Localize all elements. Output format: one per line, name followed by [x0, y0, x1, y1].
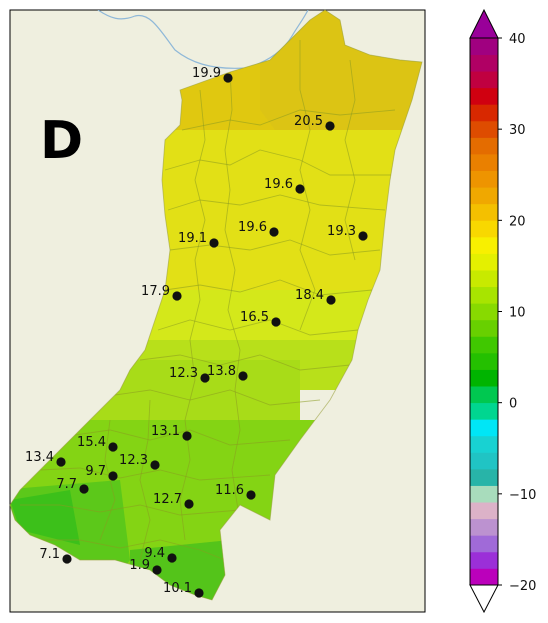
station-value-label: 10.1	[163, 581, 192, 596]
colorbar-swatch	[470, 71, 498, 89]
colorbar-tick-label: 10	[509, 306, 526, 321]
colorbar-swatch	[470, 336, 498, 354]
colorbar-swatch	[470, 386, 498, 404]
station-marker	[150, 460, 160, 470]
station-value-label: 18.4	[295, 288, 324, 303]
station-value-label: 7.1	[39, 547, 60, 562]
station-value-label: 20.5	[294, 114, 323, 129]
station-value-label: 19.9	[192, 66, 221, 81]
colorbar-swatch	[470, 319, 498, 337]
station-marker	[271, 317, 281, 327]
station-marker	[238, 371, 248, 381]
station-value-label: 19.1	[178, 231, 207, 246]
colorbar-swatch	[470, 352, 498, 370]
panel-label: D	[40, 111, 83, 171]
colorbar-swatch	[470, 187, 498, 205]
colorbar-swatch	[470, 402, 498, 420]
station-marker	[223, 73, 233, 83]
colorbar-swatch	[470, 104, 498, 122]
colorbar-swatch	[470, 485, 498, 503]
colorbar-swatch	[470, 170, 498, 188]
station-marker	[358, 231, 368, 241]
colorbar-swatch	[470, 253, 498, 271]
station-marker	[194, 588, 204, 598]
station-value-label: 12.7	[153, 492, 182, 507]
colorbar-swatch	[470, 502, 498, 520]
station-value-label: 12.3	[169, 366, 198, 381]
colorbar-swatch	[470, 270, 498, 288]
station-value-label: 17.9	[141, 284, 170, 299]
colorbar-swatch	[470, 54, 498, 72]
colorbar-tick-label: 20	[509, 214, 526, 229]
station-marker	[200, 373, 210, 383]
colorbar-swatch	[470, 468, 498, 486]
station-value-label: 11.6	[215, 483, 244, 498]
colorbar: 40 30 20 10 0 −10 −20	[469, 8, 536, 614]
colorbar-tick-label: 30	[509, 123, 526, 138]
colorbar-swatch	[470, 38, 498, 55]
station-marker	[269, 227, 279, 237]
station-marker	[79, 484, 89, 494]
station-value-label: 9.7	[85, 464, 106, 479]
station-marker	[326, 295, 336, 305]
station-marker	[172, 291, 182, 301]
colorbar-over-arrow	[469, 8, 499, 39]
station-value-label: 13.1	[151, 424, 180, 439]
station-layer: 19.9 20.5 19.6 19.1 19.6 19.3 17.9 18.4 16.5 12.3…	[25, 66, 368, 598]
colorbar-tick-label: −10	[509, 488, 536, 503]
station-marker	[108, 471, 118, 481]
colorbar-tick-label: 0	[509, 397, 517, 412]
colorbar-swatch	[470, 568, 498, 586]
river-line	[97, 10, 309, 69]
colorbar-tick-label: 40	[509, 32, 526, 47]
station-marker	[167, 553, 177, 563]
station-value-label: 16.5	[240, 310, 269, 325]
station-value-label: 13.4	[25, 450, 54, 465]
colorbar-swatch	[470, 137, 498, 155]
station-value-label: 9.4	[144, 546, 165, 561]
station-value-label: 7.7	[56, 477, 77, 492]
station-value-label: 19.6	[238, 220, 267, 235]
station-marker	[182, 431, 192, 441]
colorbar-swatch	[470, 551, 498, 569]
colorbar-swatch	[470, 518, 498, 536]
colorbar-swatch	[470, 535, 498, 553]
colorbar-swatch	[470, 87, 498, 105]
station-value-label: 13.8	[207, 364, 236, 379]
colorbar-swatch	[470, 303, 498, 321]
colorbar-swatch	[470, 435, 498, 453]
station-marker	[62, 554, 72, 564]
colorbar-swatch	[470, 369, 498, 387]
colorbar-tick-label: −20	[509, 579, 536, 594]
station-marker	[209, 238, 219, 248]
colorbar-swatch	[470, 120, 498, 138]
station-value-label: 1.9	[129, 558, 150, 573]
colorbar-swatch	[470, 236, 498, 254]
station-value-label: 15.4	[77, 435, 106, 450]
colorbar-swatch	[470, 452, 498, 470]
station-value-label: 19.3	[327, 224, 356, 239]
station-marker	[184, 499, 194, 509]
colorbar-swatch	[470, 203, 498, 221]
colorbar-swatch	[470, 419, 498, 437]
station-marker	[152, 565, 162, 575]
station-marker	[325, 121, 335, 131]
colorbar-under-arrow	[469, 584, 499, 614]
colorbar-swatch	[470, 220, 498, 238]
station-marker	[108, 442, 118, 452]
station-value-label: 19.6	[264, 177, 293, 192]
colorbar-swatch	[470, 154, 498, 172]
station-marker	[295, 184, 305, 194]
station-marker	[56, 457, 66, 467]
station-marker	[246, 490, 256, 500]
colorbar-swatch	[470, 286, 498, 304]
station-value-label: 12.3	[119, 453, 148, 468]
